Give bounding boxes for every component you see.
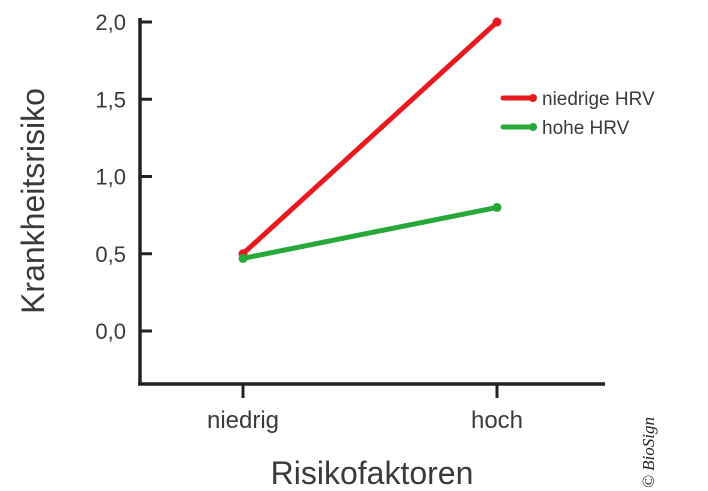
y-tick-label: 0,0 [95, 319, 126, 344]
y-axis-title: Krankheitsrisiko [15, 88, 51, 314]
y-tick-label: 0,5 [95, 242, 126, 267]
x-tick-label: hoch [471, 407, 523, 434]
data-point-hohe-hrv [493, 203, 502, 212]
axes [138, 18, 605, 384]
copyright-notice: © BioSign [639, 417, 658, 488]
y-tick-label: 2,0 [95, 10, 126, 35]
legend: niedrige HRV hohe HRV [503, 89, 655, 139]
series-line-hohe-hrv [243, 207, 497, 258]
series-group [239, 18, 502, 263]
y-ticks: 2,0 1,5 1,0 0,5 0,0 [95, 10, 152, 344]
x-axis-title: Risikofaktoren [271, 455, 474, 491]
series-line-niedrige-hrv [243, 22, 497, 254]
data-point-niedrige-hrv [493, 18, 502, 27]
legend-label-niedrige-hrv: niedrige HRV [542, 89, 655, 110]
y-tick-label: 1,0 [95, 165, 126, 190]
data-point-hohe-hrv [239, 254, 248, 263]
legend-marker-niedrige-hrv [529, 94, 537, 102]
x-tick-label: niedrig [207, 407, 279, 434]
x-ticks: niedrig hoch [207, 384, 523, 434]
y-tick-label: 1,5 [95, 87, 126, 112]
legend-label-hohe-hrv: hohe HRV [542, 118, 630, 139]
legend-marker-hohe-hrv [529, 123, 537, 131]
